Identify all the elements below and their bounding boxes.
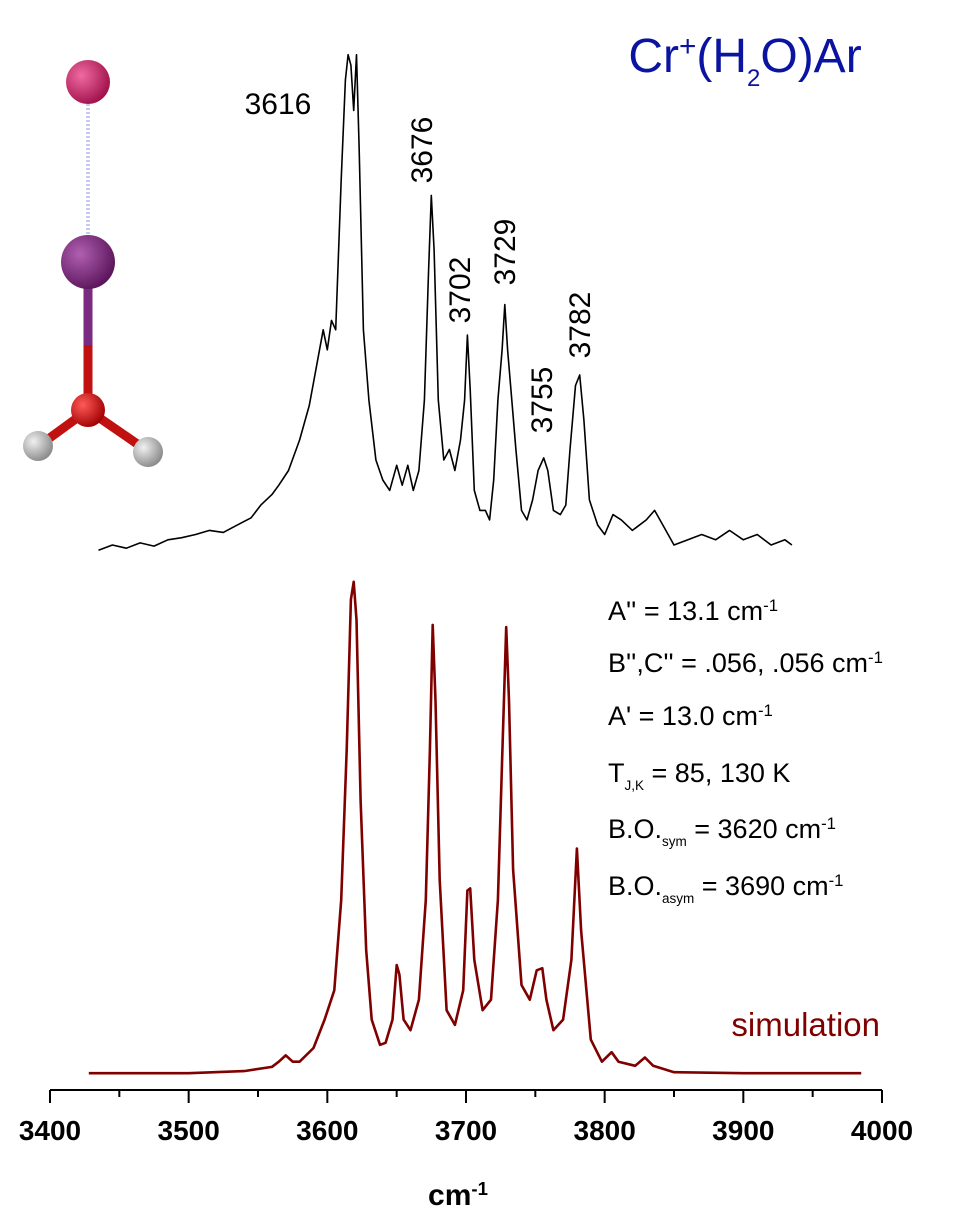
text-part: A'' = 13.1 cm [608, 596, 763, 626]
text-part: = 3620 cm [687, 814, 821, 844]
peak-label: 3782 [564, 292, 597, 359]
text-part: = 3690 cm [694, 871, 828, 901]
text-part: -1 [758, 701, 773, 720]
parameter: B'',C'' = .056, .056 cm-1 [608, 648, 883, 679]
peak-label: 3676 [406, 117, 439, 184]
peak-label: 3729 [489, 219, 522, 286]
text-part: B.O. [608, 814, 662, 844]
text-part: -1 [763, 596, 778, 615]
parameter: B.O.asym = 3690 cm-1 [608, 871, 844, 906]
x-axis-label: cm-1 [428, 1178, 488, 1213]
text-part: 2 [747, 65, 760, 92]
chart: 3400350036003700380039004000cm-1simulati… [0, 0, 955, 1214]
parameter: TJ,K = 85, 130 K [608, 758, 790, 793]
peak-label: 3755 [526, 367, 559, 434]
text-part: Cr [628, 30, 679, 83]
atom [133, 437, 163, 467]
text-part: sym [662, 834, 687, 849]
x-tick-label: 3600 [296, 1115, 358, 1146]
parameter: B.O.sym = 3620 cm-1 [608, 814, 836, 849]
atom [23, 431, 53, 461]
x-tick-label: 3700 [435, 1115, 497, 1146]
legend-label: simulation [731, 1006, 880, 1043]
text-part: B'',C'' = .056, .056 cm [608, 648, 868, 678]
text-part: O)Ar [760, 30, 861, 83]
text-part: asym [662, 891, 694, 906]
atom [61, 235, 115, 289]
text-part: -1 [471, 1178, 488, 1199]
text-part: -1 [821, 814, 836, 833]
text-part: -1 [829, 871, 844, 890]
x-tick-label: 3400 [19, 1115, 81, 1146]
text-part: J,K [625, 778, 645, 793]
text-part: A' = 13.0 cm [608, 701, 758, 731]
x-tick-label: 3900 [712, 1115, 774, 1146]
text-part: -1 [868, 648, 883, 667]
peak-label: 3616 [245, 88, 312, 121]
x-tick-label: 3800 [574, 1115, 636, 1146]
atom [71, 393, 105, 427]
text-part: (H [696, 30, 747, 83]
atom [66, 60, 110, 104]
peak-label: 3702 [444, 257, 477, 324]
text-part: B.O. [608, 871, 662, 901]
molecule [23, 60, 163, 467]
text-part: = 85, 130 K [644, 758, 790, 788]
text-part: cm [428, 1179, 471, 1212]
x-tick-label: 4000 [851, 1115, 913, 1146]
parameter: A' = 13.0 cm-1 [608, 701, 773, 732]
x-tick-label: 3500 [158, 1115, 220, 1146]
chart-title: Cr+(H2O)Ar [628, 30, 861, 92]
parameter: A'' = 13.1 cm-1 [608, 596, 778, 627]
text-part: T [608, 758, 625, 788]
text-part: + [679, 30, 696, 63]
